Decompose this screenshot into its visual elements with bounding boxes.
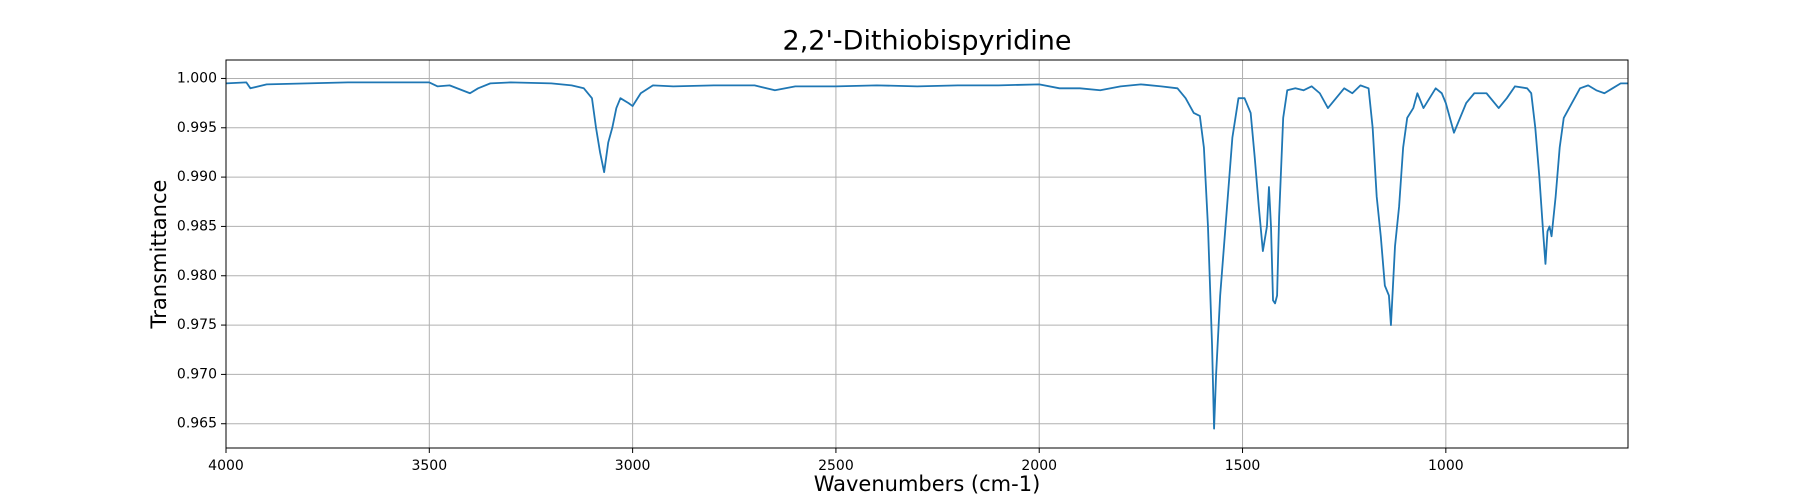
y-tick-label: 0.980: [177, 268, 217, 284]
y-tick-label: 0.965: [177, 416, 217, 432]
x-tick-label: 2500: [818, 458, 854, 474]
y-tick-label: 0.985: [177, 218, 217, 234]
spectrum-line: [225, 81, 1628, 430]
x-tick-label: 1000: [1428, 458, 1464, 474]
x-tick-label: 1500: [1225, 458, 1261, 474]
chart-title: 2,2'-Dithiobispyridine: [783, 26, 1072, 57]
x-tick-label: 3000: [615, 458, 651, 474]
y-tick-label: 1.000: [177, 70, 217, 86]
plot-frame: [225, 59, 1629, 449]
y-tick-label: 0.975: [177, 317, 217, 333]
x-tick-label: 3500: [411, 458, 447, 474]
y-axis-label: Transmittance: [147, 180, 171, 330]
x-axis-label: Wavenumbers (cm-1): [814, 472, 1041, 496]
x-tick-label: 2000: [1021, 458, 1057, 474]
y-tick-label: 0.995: [177, 120, 217, 136]
y-tick-label: 0.990: [177, 169, 217, 185]
x-tick-label: 4000: [208, 458, 244, 474]
y-tick-label: 0.970: [177, 366, 217, 382]
